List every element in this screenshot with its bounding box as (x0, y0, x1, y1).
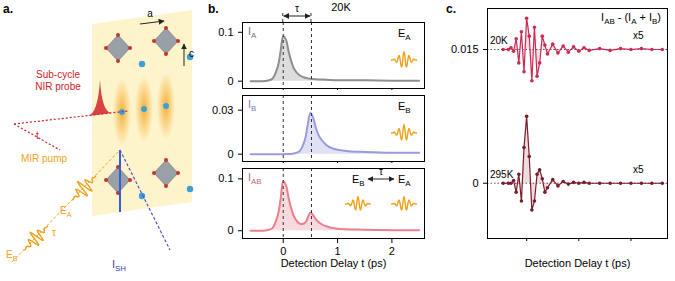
svg-text:0: 0 (227, 75, 233, 87)
svg-text:MIR pump: MIR pump (21, 153, 68, 164)
svg-text:EB: EB (352, 173, 365, 188)
svg-text:IA: IA (248, 25, 257, 40)
svg-text:20K: 20K (331, 1, 351, 13)
svg-text:τ: τ (52, 227, 56, 238)
svg-text:IAB: IAB (248, 171, 262, 186)
svg-text:x5: x5 (633, 164, 644, 175)
svg-text:Detection Delay t (ps): Detection Delay t (ps) (525, 257, 631, 269)
svg-text:ISH: ISH (112, 258, 126, 273)
svg-text:b.: b. (208, 2, 219, 16)
svg-text:NIR probe: NIR probe (35, 81, 81, 92)
svg-text:0: 0 (227, 148, 233, 160)
svg-text:τ: τ (295, 3, 299, 14)
svg-text:EA: EA (60, 205, 72, 219)
svg-text:EA: EA (398, 27, 411, 42)
svg-text:a: a (147, 8, 153, 19)
svg-text:0.1: 0.1 (218, 26, 233, 38)
svg-text:0.03: 0.03 (212, 104, 233, 116)
svg-text:c: c (189, 48, 194, 59)
svg-text:t: t (36, 130, 39, 141)
svg-text:2: 2 (389, 245, 395, 257)
svg-text:295K: 295K (490, 169, 514, 180)
svg-text:IB: IB (248, 98, 256, 113)
svg-text:x5: x5 (633, 30, 644, 41)
svg-text:1: 1 (335, 245, 341, 257)
svg-text:IAB - (IA + IB): IAB - (IA + IB) (601, 11, 661, 26)
svg-text:Detection Delay t (ps): Detection Delay t (ps) (281, 257, 387, 269)
svg-text:0.015: 0.015 (451, 43, 479, 55)
svg-text:20K: 20K (490, 35, 508, 46)
svg-text:0: 0 (227, 224, 233, 236)
svg-text:EB: EB (398, 100, 411, 115)
svg-text:0.1: 0.1 (218, 172, 233, 184)
svg-text:a.: a. (3, 2, 13, 16)
svg-text:0: 0 (280, 245, 286, 257)
svg-text:EB: EB (6, 249, 18, 263)
svg-text:c.: c. (446, 2, 456, 16)
svg-text:τ: τ (379, 166, 383, 177)
svg-text:EA: EA (398, 173, 411, 188)
svg-text:Sub-cycle: Sub-cycle (36, 69, 80, 80)
svg-text:0: 0 (472, 177, 478, 189)
